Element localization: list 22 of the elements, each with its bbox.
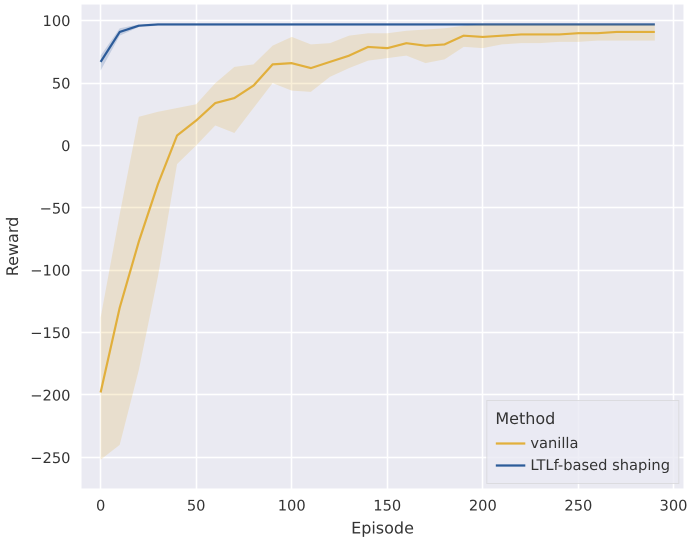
- x-tick-label: 50: [186, 498, 206, 514]
- x-tick-label: 250: [564, 498, 592, 514]
- x-tick-label: 200: [468, 498, 497, 514]
- x-tick-label: 300: [660, 498, 687, 514]
- y-tick-label: 100: [42, 13, 71, 30]
- line-series: [100, 23, 656, 63]
- line-series: [100, 30, 656, 394]
- y-tick-label: −50: [40, 200, 71, 218]
- legend-label: vanilla: [530, 434, 578, 452]
- legend-label: LTLf-based shaping: [530, 456, 670, 474]
- y-axis-title: Reward: [3, 216, 22, 276]
- legend-title: Method: [495, 409, 556, 428]
- x-axis-title: Episode: [351, 518, 414, 538]
- y-tick-label: −150: [30, 325, 71, 342]
- y-tick-label: 50: [52, 76, 71, 93]
- x-tick-label: 150: [373, 498, 402, 514]
- y-tick-label: −200: [30, 387, 71, 404]
- y-tick-label: 0: [61, 138, 71, 155]
- x-tick-label: 100: [278, 498, 306, 514]
- y-tick-label: −100: [30, 262, 71, 280]
- y-tick-label: −250: [30, 450, 71, 467]
- x-tick-label: 0: [96, 498, 106, 514]
